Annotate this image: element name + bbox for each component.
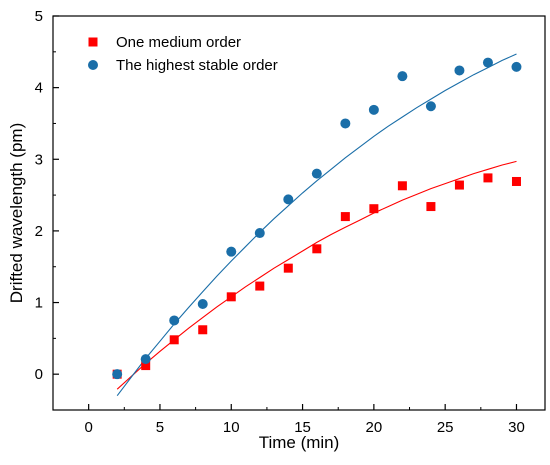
data-point-series-0-7 xyxy=(312,244,322,254)
data-point-series-1-8 xyxy=(340,118,351,129)
fit-lines xyxy=(116,53,517,397)
data-point-series-0-14 xyxy=(511,176,521,186)
data-point-series-1-0 xyxy=(112,369,123,380)
data-point-series-0-9 xyxy=(369,204,379,214)
data-point-series-0-12 xyxy=(454,180,464,190)
data-markers xyxy=(112,57,522,380)
legend: One medium order The highest stable orde… xyxy=(88,34,278,74)
data-point-series-1-5 xyxy=(254,228,265,239)
y-tick-label-0: 0 xyxy=(35,366,43,383)
x-tick-label-5: 5 xyxy=(156,419,164,436)
data-point-series-0-11 xyxy=(426,202,436,212)
y-tick-label-5: 5 xyxy=(35,8,43,25)
data-point-series-0-5 xyxy=(255,281,265,291)
data-point-series-1-4 xyxy=(226,246,237,257)
legend-label-one-medium-order: One medium order xyxy=(116,34,241,51)
x-tick-label-30: 30 xyxy=(508,419,525,436)
fit-line-series-1 xyxy=(116,53,517,397)
legend-marker-highest-stable-order xyxy=(88,60,98,70)
data-point-series-0-13 xyxy=(483,173,493,183)
data-point-series-0-4 xyxy=(226,292,236,302)
data-point-series-1-12 xyxy=(454,65,465,76)
data-point-series-1-2 xyxy=(169,315,180,326)
fit-line-series-0 xyxy=(116,160,517,390)
data-point-series-0-2 xyxy=(169,335,179,345)
y-tick-label-4: 4 xyxy=(35,80,43,97)
data-point-series-1-14 xyxy=(511,61,522,72)
x-tick-label-0: 0 xyxy=(84,419,92,436)
data-point-series-1-3 xyxy=(197,298,208,309)
data-point-series-1-7 xyxy=(311,168,322,179)
y-axis-ticks: 0 1 2 3 4 5 xyxy=(35,8,59,411)
y-axis-title: Drifted wavelength (pm) xyxy=(7,123,26,303)
data-point-series-0-8 xyxy=(340,212,350,222)
data-point-series-0-6 xyxy=(283,263,293,273)
data-point-series-1-6 xyxy=(283,194,294,205)
legend-marker-one-medium-order xyxy=(88,37,98,47)
data-point-series-1-1 xyxy=(140,354,151,365)
y-tick-label-3: 3 xyxy=(35,151,43,168)
y-tick-label-2: 2 xyxy=(35,223,43,240)
data-point-series-1-11 xyxy=(425,101,436,112)
y-tick-label-1: 1 xyxy=(35,295,43,312)
data-point-series-0-10 xyxy=(397,181,407,191)
x-tick-label-20: 20 xyxy=(366,419,383,436)
legend-square-icon xyxy=(88,37,98,47)
legend-label-highest-stable-order: The highest stable order xyxy=(116,57,278,74)
data-point-series-0-3 xyxy=(198,325,208,335)
x-tick-label-10: 10 xyxy=(223,419,240,436)
x-axis-title: Time (min) xyxy=(259,433,340,452)
x-tick-label-15: 15 xyxy=(294,419,311,436)
data-point-series-1-9 xyxy=(368,104,379,115)
plot-border xyxy=(52,15,546,411)
data-point-series-0-1 xyxy=(141,361,151,371)
plot-frame xyxy=(52,15,546,411)
data-point-series-1-10 xyxy=(397,71,408,82)
legend-circle-icon xyxy=(88,60,98,70)
data-point-series-1-13 xyxy=(482,57,493,68)
x-axis-ticks: 0 5 10 15 20 25 30 xyxy=(84,404,525,436)
x-tick-label-25: 25 xyxy=(437,419,454,436)
